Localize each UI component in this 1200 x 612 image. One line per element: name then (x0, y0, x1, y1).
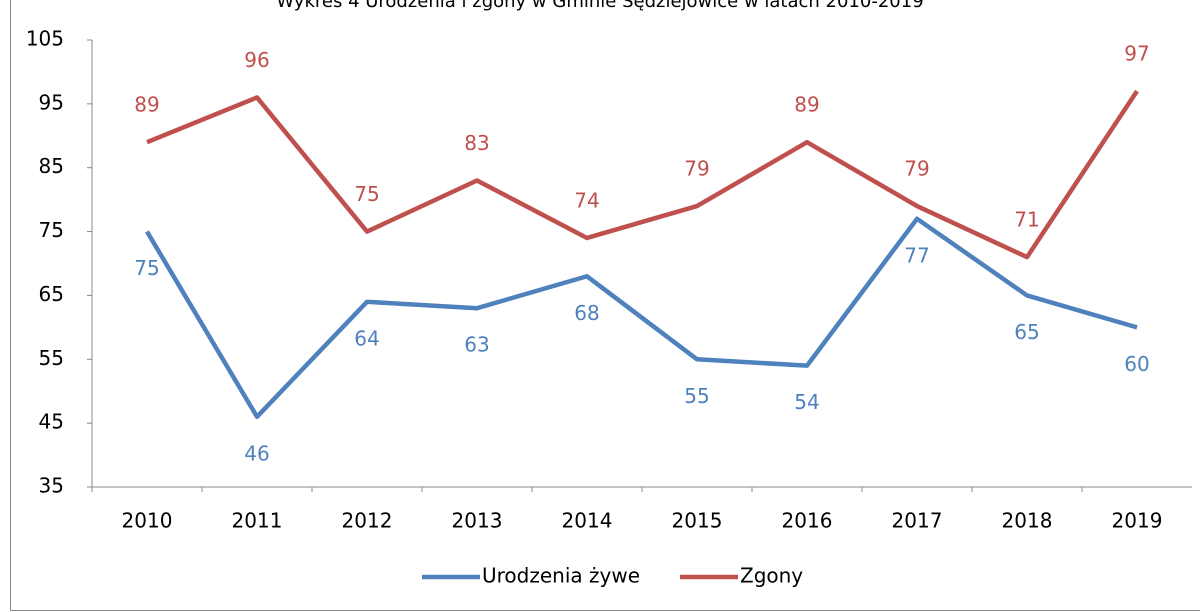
data-label: 55 (684, 384, 709, 408)
x-tick-label: 2014 (562, 509, 613, 533)
x-tick-label: 2016 (782, 509, 833, 533)
data-label: 60 (1124, 352, 1149, 376)
data-label: 77 (904, 243, 929, 267)
y-tick-label: 75 (39, 218, 64, 242)
x-tick-label: 2013 (452, 509, 503, 533)
x-tick-label: 2017 (892, 509, 943, 533)
x-tick-label: 2010 (122, 509, 173, 533)
series-line (146, 89, 1139, 260)
data-label: 68 (574, 301, 599, 325)
legend-label: Zgony (740, 564, 803, 588)
data-label: 96 (244, 48, 269, 72)
chart-title: Wykres 4 Urodzenia i zgony w Gminie Sędz… (276, 0, 923, 12)
x-tick-label: 2012 (342, 509, 393, 533)
data-label: 89 (794, 93, 819, 117)
y-tick-label: 85 (39, 154, 64, 178)
legend-label: Urodzenia żywe (482, 564, 640, 588)
data-label: 75 (354, 182, 379, 206)
data-label: 54 (794, 390, 819, 414)
data-label: 83 (464, 131, 489, 155)
x-tick-label: 2018 (1002, 509, 1053, 533)
data-label: 74 (574, 188, 599, 212)
y-tick-label: 55 (39, 346, 64, 370)
y-tick-label: 105 (26, 27, 64, 51)
data-label: 89 (134, 93, 159, 117)
series-line (145, 216, 1138, 420)
x-tick-label: 2015 (672, 509, 723, 533)
data-label: 97 (1124, 42, 1149, 66)
x-tick-label: 2011 (232, 509, 283, 533)
y-tick-label: 95 (39, 90, 64, 114)
data-label: 63 (464, 333, 489, 357)
x-tick-label: 2019 (1112, 509, 1163, 533)
y-tick-label: 35 (39, 474, 64, 498)
data-label: 71 (1014, 208, 1039, 232)
data-label: 75 (134, 256, 159, 280)
chart-frame (10, 0, 1200, 611)
data-label: 79 (684, 157, 709, 181)
y-tick-label: 65 (39, 282, 64, 306)
data-label: 79 (904, 157, 929, 181)
y-tick-label: 45 (39, 410, 64, 434)
data-label: 64 (354, 326, 379, 350)
data-label: 65 (1014, 320, 1039, 344)
data-label: 46 (244, 441, 269, 465)
